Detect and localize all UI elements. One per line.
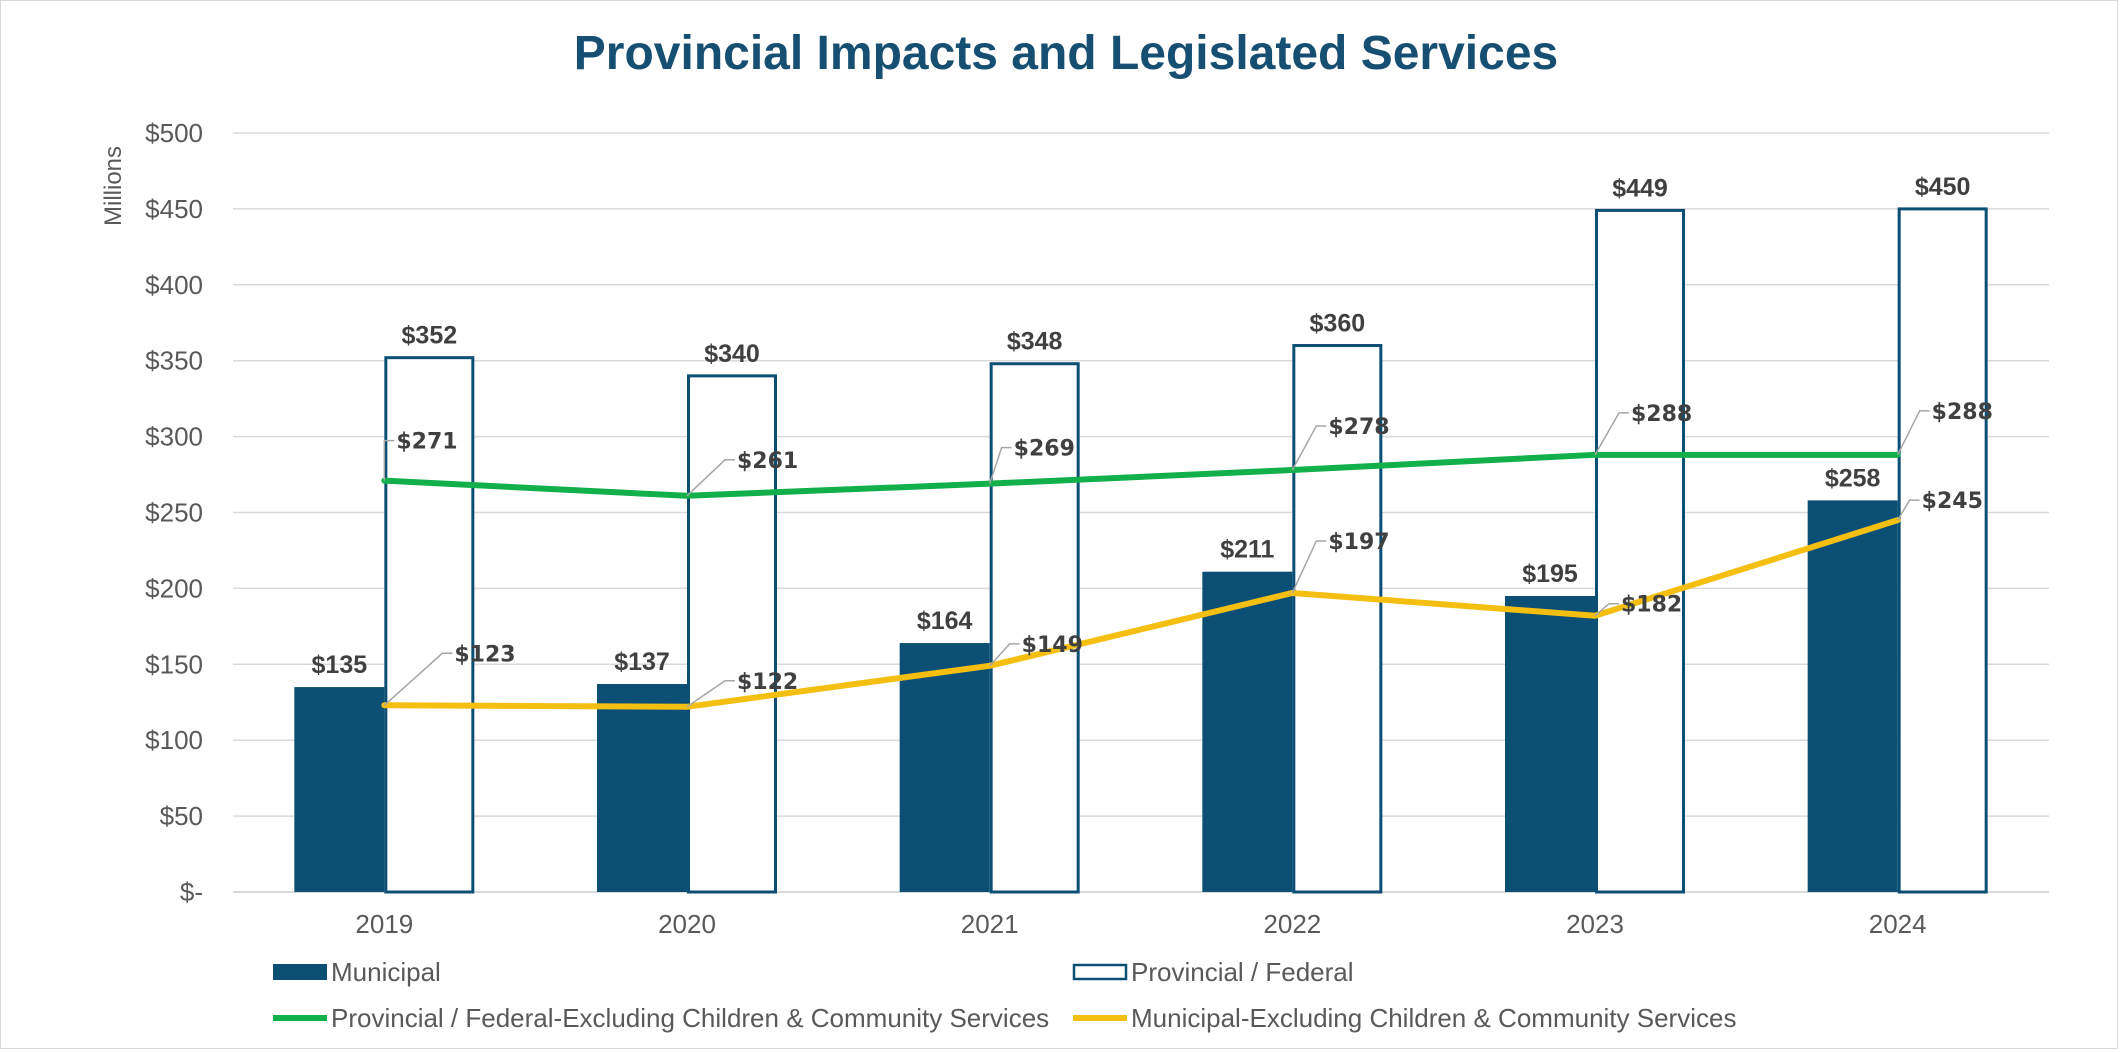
bar-provincial-2021 — [989, 362, 1080, 894]
legend-label: Provincial / Federal — [1131, 957, 1354, 987]
line-label-provincial-excl-2022: $278 — [1328, 415, 1389, 440]
leader-municipal-excl-2023 — [1594, 602, 1619, 617]
leader-provincial-excl-2021 — [988, 446, 1012, 484]
line-label-municipal-excl-2023: $182 — [1621, 593, 1682, 618]
bar-label-provincial-2022: $360 — [1310, 310, 1366, 338]
y-tick-label: $100 — [145, 725, 203, 755]
bar-provincial-2019 — [384, 356, 475, 894]
line-label-provincial-excl-2024: $288 — [1932, 400, 1993, 425]
bar-municipal-2019 — [294, 687, 385, 892]
x-tick-label-2021: 2021 — [961, 909, 1019, 939]
leader-municipal-excl-2020 — [686, 680, 735, 708]
line-provincial-excl — [381, 451, 1901, 499]
legend-swatch-municipal — [273, 964, 327, 980]
y-axis-unit-label: Millions — [100, 146, 127, 226]
line-municipal-excl — [381, 517, 1901, 710]
bar-label-provincial-2024: $450 — [1915, 173, 1971, 201]
line-label-provincial-excl-2021: $269 — [1014, 437, 1075, 462]
leader-municipal-excl-2024 — [1897, 499, 1920, 521]
bar-provincial-2024 — [1897, 207, 1988, 894]
bar-municipal-2022 — [1202, 571, 1293, 892]
x-tick-label-2024: 2024 — [1869, 909, 1927, 939]
line-label-municipal-excl-2020: $122 — [737, 670, 798, 695]
line-label-municipal-excl-2024: $245 — [1922, 489, 1983, 514]
y-tick-label: $300 — [145, 422, 203, 452]
line-label-municipal-excl-2019: $123 — [454, 642, 515, 667]
y-tick-label: $500 — [145, 118, 203, 148]
bar-municipal-2024 — [1807, 500, 1898, 892]
x-tick-label-2023: 2023 — [1566, 909, 1624, 939]
x-tick-label-2022: 2022 — [1263, 909, 1321, 939]
legend-swatch-provincial — [1072, 963, 1128, 981]
legend-label: Provincial / Federal-Excluding Children … — [331, 1003, 1049, 1033]
bar-label-provincial-2019: $352 — [402, 322, 458, 350]
bar-provincial-2022 — [1292, 344, 1383, 894]
bar-municipal-2020 — [597, 684, 687, 892]
legend-label: Municipal-Excluding Children & Community… — [1131, 1003, 1736, 1033]
line-label-provincial-excl-2020: $261 — [737, 449, 798, 474]
y-tick-label: $- — [180, 877, 203, 907]
bar-label-municipal-2020: $137 — [614, 648, 670, 676]
x-tick-label-2019: 2019 — [355, 909, 413, 939]
bar-label-municipal-2022: $211 — [1220, 536, 1274, 564]
y-axis-ticks: $- $50 $100 $150 $200 $250 $300 $350 $400 $450 $50… — [145, 118, 203, 907]
y-tick-label: $400 — [145, 270, 203, 300]
y-tick-label: $150 — [145, 649, 203, 679]
leader-provincial-excl-2020 — [686, 459, 735, 497]
bar-label-provincial-2023: $449 — [1612, 174, 1668, 202]
bar-provincial-2020 — [687, 374, 777, 894]
y-tick-label: $450 — [145, 194, 203, 224]
line-label-provincial-excl-2019: $271 — [396, 430, 457, 455]
chart-title: Provincial Impacts and Legislated Servic… — [574, 27, 1558, 80]
line-label-municipal-excl-2021: $149 — [1022, 633, 1083, 658]
bar-label-provincial-2020: $340 — [704, 340, 760, 368]
y-tick-label: $250 — [145, 498, 203, 528]
line-label-provincial-excl-2023: $288 — [1631, 402, 1692, 427]
leader-municipal-excl-2022 — [1291, 540, 1327, 594]
y-tick-label: $50 — [160, 801, 203, 831]
leader-municipal-excl-2021 — [989, 643, 1020, 667]
leader-provincial-excl-2019 — [383, 439, 395, 481]
lines — [381, 451, 1901, 710]
y-tick-label: $200 — [145, 573, 203, 603]
bar-label-municipal-2024: $258 — [1825, 464, 1881, 492]
y-tick-label: $350 — [145, 346, 203, 376]
line-label-municipal-excl-2022: $197 — [1328, 530, 1389, 555]
bar-label-provincial-2021: $348 — [1007, 328, 1063, 356]
leader-provincial-excl-2024 — [1896, 410, 1930, 456]
gridlines — [233, 132, 2049, 893]
bar-label-municipal-2023: $195 — [1522, 560, 1578, 588]
bar-provincial-2023 — [1595, 208, 1685, 894]
bar-municipal-2023 — [1505, 595, 1595, 892]
leader-provincial-excl-2023 — [1594, 412, 1629, 456]
legend-label: Municipal — [331, 957, 441, 987]
legend: Municipal Provincial / Federal Provincial … — [273, 957, 1736, 1033]
bars — [294, 207, 1988, 894]
leader-provincial-excl-2022 — [1291, 425, 1327, 471]
bar-label-municipal-2019: $135 — [312, 651, 368, 679]
bar-municipal-2021 — [899, 643, 990, 892]
x-axis-ticks: 2019 2020 2021 2022 2023 2024 — [355, 909, 1926, 939]
data-labels: $135 $352 $137 $340 $164 $348 $211 $360 $195 $449… — [312, 173, 1993, 708]
leader-municipal-excl-2019 — [383, 652, 453, 706]
x-tick-label-2020: 2020 — [658, 909, 716, 939]
bar-label-municipal-2021: $164 — [917, 607, 973, 635]
